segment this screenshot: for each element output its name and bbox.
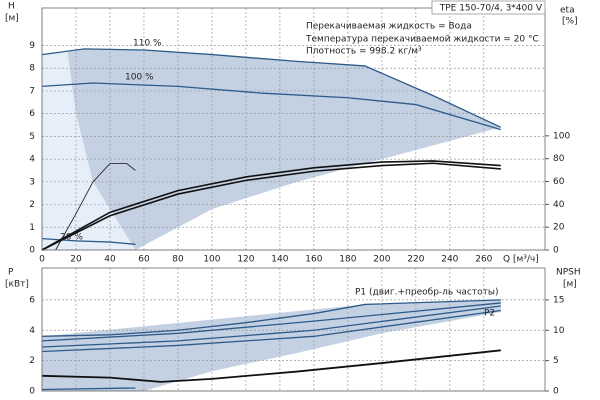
y-tick-label: 0 — [29, 387, 35, 397]
y-tick-label: 3 — [29, 177, 35, 187]
y2-tick-label: 15 — [553, 295, 564, 305]
curve — [41, 162, 501, 251]
y-tick-label: 1 — [29, 223, 35, 233]
curve — [41, 299, 501, 337]
curve-label: 100 % — [125, 73, 154, 83]
x-tick-label: 140 — [271, 255, 288, 265]
curve — [41, 82, 502, 131]
y2-tick-label: 40 — [553, 200, 565, 210]
y-tick-label: 9 — [29, 41, 35, 51]
y2-unit: [м] — [563, 280, 577, 290]
curve — [41, 305, 501, 348]
curve-label: P2 — [484, 309, 495, 319]
curve — [41, 387, 136, 391]
y-tick-label: 2 — [29, 356, 35, 366]
y2-tick-label: 60 — [553, 177, 565, 187]
plots: 0 20 40 60 80 100 120 140 160 180 200 220 240 2600123… — [29, 7, 570, 397]
x-tick-label: 260 — [475, 255, 492, 265]
y-tick-label: 8 — [29, 64, 35, 74]
operating-area — [42, 299, 501, 391]
curve — [41, 309, 501, 353]
curve-label: P1 (двиг.+преобр-ль частоты) — [355, 288, 499, 298]
y2-tick-label: 20 — [553, 223, 565, 233]
y-tick-label: 6 — [29, 109, 35, 119]
curve — [41, 349, 501, 383]
y-tick-label: 2 — [29, 200, 35, 210]
y-tick-label: 0 — [29, 246, 35, 256]
y2-unit: [%] — [562, 17, 578, 27]
y2-tick-label: 80 — [553, 154, 565, 164]
curve-label: 110 % — [133, 39, 162, 49]
y-unit: [кВт] — [5, 280, 29, 290]
y-label: P — [8, 268, 14, 278]
curve-label: 20 % — [60, 233, 83, 243]
x-tick-label: 100 — [203, 255, 220, 265]
note: Перекачиваемая жидкость = Вода — [306, 22, 472, 32]
plot-frame — [41, 7, 546, 251]
x-tick-label: 180 — [339, 255, 356, 265]
y-tick-label: 7 — [29, 86, 35, 96]
note: Температура перекачиваемой жидкости = 20… — [305, 35, 539, 45]
x-tick-label: 80 — [172, 255, 184, 265]
operating-area — [67, 48, 501, 250]
y-label: H — [8, 2, 15, 12]
y-tick-label: 4 — [29, 326, 35, 336]
curve — [41, 48, 502, 128]
y2-label: NPSH — [556, 268, 581, 278]
note: Плотность = 998.2 кг/м³ — [306, 47, 422, 57]
y-tick-label: 5 — [29, 132, 35, 142]
x-tick-label: 0 — [39, 255, 45, 265]
y-unit: [м] — [5, 14, 19, 24]
plot-frame — [41, 267, 546, 392]
curve — [41, 160, 501, 251]
x-tick-label: 160 — [305, 255, 322, 265]
y2-label: eta — [560, 6, 575, 16]
x-tick-label: 60 — [138, 255, 150, 265]
y2-tick-label: 10 — [553, 326, 565, 336]
y-tick-label: 6 — [29, 295, 35, 305]
x-tick-label: 220 — [407, 255, 424, 265]
operating-area — [42, 52, 136, 250]
x-tick-label: 40 — [104, 255, 116, 265]
x-label: Q [м³/ч] — [503, 255, 539, 265]
y2-tick-label: 0 — [553, 387, 559, 397]
curve — [55, 163, 136, 251]
header: TPE 150-70/4, 3*400 V — [439, 4, 543, 14]
y2-tick-label: 100 — [553, 131, 570, 141]
y2-tick-label: 0 — [553, 246, 559, 256]
y2-tick-label: 5 — [553, 356, 559, 366]
y-tick-label: 4 — [29, 155, 35, 165]
curve — [41, 302, 501, 342]
header-box — [431, 0, 546, 15]
x-tick-label: 200 — [373, 255, 390, 265]
x-tick-label: 120 — [237, 255, 254, 265]
x-tick-label: 20 — [70, 255, 82, 265]
x-tick-label: 240 — [441, 255, 458, 265]
